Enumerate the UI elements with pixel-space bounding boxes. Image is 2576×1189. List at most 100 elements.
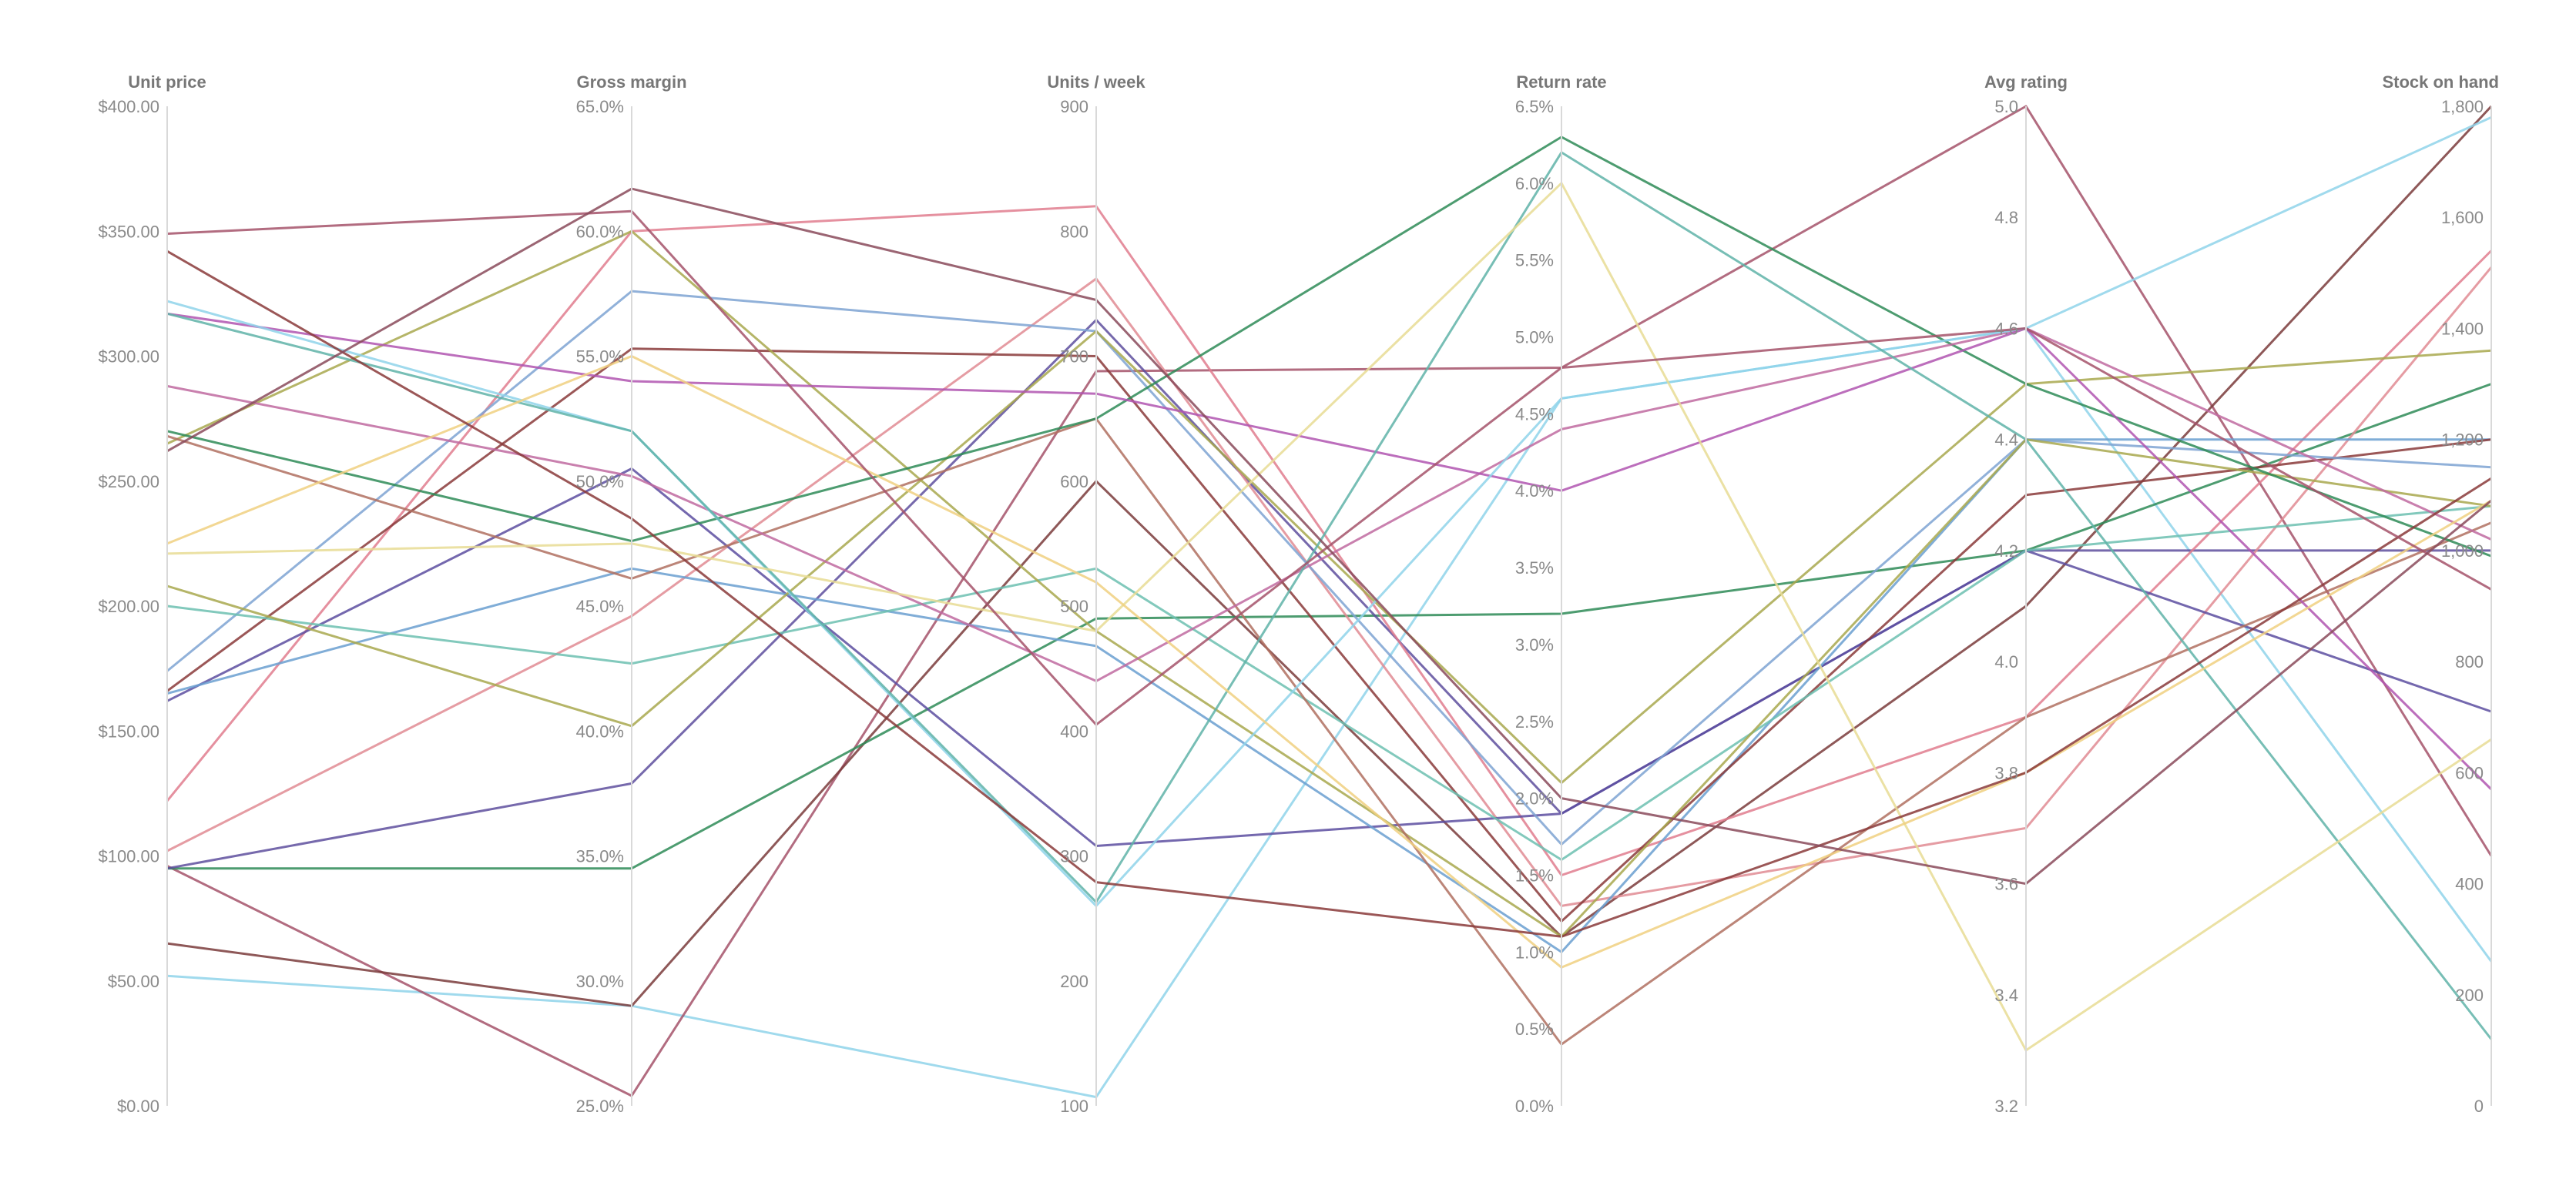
series-line-8: [166, 467, 2492, 847]
axes: Unit price $0.00 $50.00 $100.00 $150.00 $200.…: [98, 72, 2499, 1116]
tick-label-rating: 3.8: [1994, 763, 2018, 782]
tick-label-rating: 5.0: [1994, 97, 2018, 116]
axis-stock: Stock on hand 0 200 400 600 800 1,000 1,200 1,40…: [2382, 72, 2499, 1116]
tick-label-price: $50.00: [108, 972, 159, 991]
tick-label-stock: 600: [2455, 763, 2484, 782]
tick-label-rating: 4.2: [1994, 541, 2018, 561]
tick-label-price: $0.00: [117, 1097, 159, 1116]
tick-label-price: $200.00: [98, 597, 159, 616]
tick-label-units: 600: [1060, 472, 1088, 491]
tick-label-price: $100.00: [98, 847, 159, 866]
tick-label-returns: 0.5%: [1515, 1020, 1554, 1039]
tick-label-rating: 4.0: [1994, 652, 2018, 672]
series-line-12: [166, 504, 2492, 861]
tick-label-units: 200: [1060, 972, 1088, 991]
axis-title-price: Unit price: [128, 72, 206, 92]
tick-label-units: 800: [1060, 222, 1088, 241]
tick-label-rating: 4.6: [1994, 319, 2018, 338]
tick-label-stock: 1,800: [2441, 97, 2484, 116]
tick-label-returns: 5.5%: [1515, 251, 1554, 270]
series-lines: [166, 105, 2493, 1099]
series-line-4: [167, 383, 2492, 870]
tick-label-margin: 65.0%: [576, 97, 624, 116]
tick-label-returns: 1.0%: [1515, 943, 1554, 962]
tick-label-price: $350.00: [98, 222, 159, 241]
tick-label-returns: 4.5%: [1515, 404, 1554, 424]
series-line-9: [166, 438, 2491, 953]
tick-label-price: $250.00: [98, 472, 159, 491]
tick-label-returns: 4.0%: [1515, 481, 1554, 501]
tick-label-units: 500: [1060, 597, 1088, 616]
tick-label-price: $150.00: [98, 722, 159, 741]
tick-label-rating: 3.4: [1994, 986, 2018, 1005]
series-line-11: [166, 290, 2492, 846]
series-line-1: [166, 327, 2493, 1099]
tick-label-rating: 3.6: [1994, 875, 2018, 894]
tick-label-returns: 6.0%: [1515, 174, 1554, 193]
axis-returns: Return rate 0.0% 0.5% 1.0% 1.5% 2.0% 2.5% 3.0% 3…: [1515, 72, 1607, 1116]
tick-label-margin: 60.0%: [576, 222, 624, 241]
tick-label-units: 400: [1060, 722, 1088, 741]
tick-label-returns: 3.0%: [1515, 635, 1554, 655]
tick-label-margin: 40.0%: [576, 722, 624, 741]
tick-label-margin: 45.0%: [576, 597, 624, 616]
series-line-7: [166, 205, 2493, 876]
tick-label-margin: 50.0%: [576, 472, 624, 491]
series-line-14: [166, 229, 2492, 938]
series-line-17: [166, 327, 2492, 682]
series-line-24: [166, 209, 2492, 726]
series-line-16: [166, 136, 2492, 558]
tick-label-margin: 30.0%: [576, 972, 624, 991]
series-line-15: [166, 417, 2492, 1046]
axis-rating: Avg rating 3.2 3.4 3.6 3.8 4.0 4.2 4.4 4.6 4.8 5.0: [1984, 72, 2068, 1116]
tick-label-stock: 800: [2455, 652, 2484, 672]
tick-label-stock: 1,600: [2441, 208, 2484, 227]
series-line-10: [166, 347, 2492, 923]
series-line-5: [166, 318, 2491, 870]
tick-label-units: 900: [1060, 97, 1088, 116]
tick-label-stock: 1,400: [2441, 319, 2484, 338]
series-line-19: [166, 116, 2492, 907]
series-line-23: [166, 250, 2492, 938]
axis-title-rating: Avg rating: [1984, 72, 2068, 92]
tick-label-stock: 1,200: [2441, 430, 2484, 450]
tick-label-returns: 3.5%: [1515, 558, 1554, 578]
axis-title-stock: Stock on hand: [2382, 72, 2499, 92]
tick-label-units: 700: [1060, 347, 1088, 367]
series-line-2: [166, 105, 2493, 1097]
tick-label-stock: 200: [2455, 986, 2484, 1005]
tick-label-stock: 400: [2455, 875, 2484, 894]
axis-title-returns: Return rate: [1516, 72, 1606, 92]
axis-units: Units / week 100 200 300 400 500 600 700 800 900: [1047, 72, 1145, 1116]
tick-label-price: $400.00: [98, 97, 159, 116]
tick-label-margin: 55.0%: [576, 347, 624, 367]
series-line-25: [166, 187, 2492, 886]
tick-label-returns: 2.5%: [1515, 712, 1554, 732]
tick-label-price: $300.00: [98, 347, 159, 367]
tick-label-returns: 1.5%: [1515, 866, 1554, 885]
tick-label-returns: 6.5%: [1515, 97, 1554, 116]
tick-label-stock: 1,000: [2441, 541, 2484, 561]
tick-label-rating: 4.8: [1994, 208, 2018, 227]
series-line-13: [166, 330, 2492, 785]
tick-label-margin: 25.0%: [576, 1097, 624, 1116]
tick-label-returns: 2.0%: [1515, 789, 1554, 809]
tick-label-units: 100: [1060, 1097, 1088, 1116]
tick-label-rating: 3.2: [1994, 1097, 2018, 1116]
tick-label-rating: 4.4: [1994, 430, 2018, 450]
tick-label-returns: 5.0%: [1515, 328, 1554, 347]
tick-label-margin: 35.0%: [576, 847, 624, 866]
axis-title-units: Units / week: [1047, 72, 1145, 92]
series-line-18: [166, 312, 2493, 791]
tick-label-units: 300: [1060, 847, 1088, 866]
series-line-20: [166, 151, 2493, 1040]
axis-price: Unit price $0.00 $50.00 $100.00 $150.00 $200.…: [98, 72, 206, 1116]
tick-label-stock: 0: [2474, 1097, 2484, 1116]
series-line-21: [166, 182, 2492, 1052]
axis-title-margin: Gross margin: [576, 72, 686, 92]
series-line-22: [166, 355, 2492, 969]
tick-label-returns: 0.0%: [1515, 1097, 1554, 1116]
series-line-6: [166, 266, 2493, 907]
axis-margin: Gross margin 25.0% 30.0% 35.0% 40.0% 45.0% 50.…: [576, 72, 687, 1116]
